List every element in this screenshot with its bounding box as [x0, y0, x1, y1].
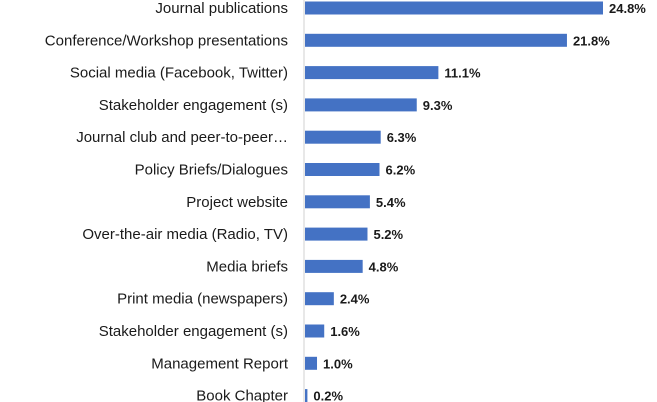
value-label-6: 5.4%	[376, 195, 406, 210]
bar-6	[305, 195, 370, 209]
bar-10	[305, 324, 325, 338]
bar-12	[305, 389, 308, 402]
bar-0	[305, 1, 603, 15]
category-label-5: Policy Briefs/Dialogues	[135, 162, 288, 179]
value-label-1: 21.8%	[573, 33, 610, 48]
bar-5	[305, 163, 380, 176]
value-label-2: 11.1%	[444, 66, 481, 81]
category-label-3: Stakeholder engagement (s)	[99, 97, 288, 114]
value-label-3: 9.3%	[423, 98, 453, 113]
category-label-8: Media briefs	[206, 258, 288, 275]
bar-3	[305, 98, 417, 112]
bars-group	[305, 1, 603, 402]
value-label-9: 2.4%	[340, 292, 370, 307]
value-label-11: 1.0%	[323, 356, 353, 371]
category-labels-group: Journal publications Conference/Workshop …	[45, 0, 289, 402]
value-labels-group: 24.8% 21.8% 11.1% 9.3% 6.3% 6.2% 5.4% 5.2% 4.8% 2…	[313, 1, 646, 402]
value-label-10: 1.6%	[330, 324, 360, 339]
value-label-0: 24.8%	[609, 1, 646, 16]
value-label-4: 6.3%	[387, 130, 417, 145]
category-label-10: Stakeholder engagement (s)	[99, 323, 288, 340]
category-label-0: Journal publications	[155, 0, 288, 17]
value-label-12: 0.2%	[313, 389, 343, 402]
value-label-8: 4.8%	[369, 259, 399, 274]
category-label-9: Print media (newspapers)	[117, 291, 288, 308]
bar-9	[305, 292, 334, 306]
bar-1	[305, 33, 567, 47]
bar-2	[305, 66, 439, 80]
value-label-7: 5.2%	[373, 227, 403, 242]
bar-11	[305, 356, 318, 370]
category-label-7: Over-the-air media (Radio, TV)	[82, 226, 288, 243]
category-label-1: Conference/Workshop presentations	[45, 32, 288, 49]
value-label-5: 6.2%	[386, 163, 416, 178]
bar-4	[305, 130, 381, 144]
category-label-4: Journal club and peer-to-peer…	[76, 129, 288, 146]
bar-8	[305, 259, 363, 273]
category-label-11: Management Report	[151, 355, 289, 372]
category-label-2: Social media (Facebook, Twitter)	[70, 65, 288, 82]
category-label-6: Project website	[186, 194, 288, 211]
category-label-12: Book Chapter	[196, 388, 288, 402]
bar-7	[305, 227, 368, 241]
